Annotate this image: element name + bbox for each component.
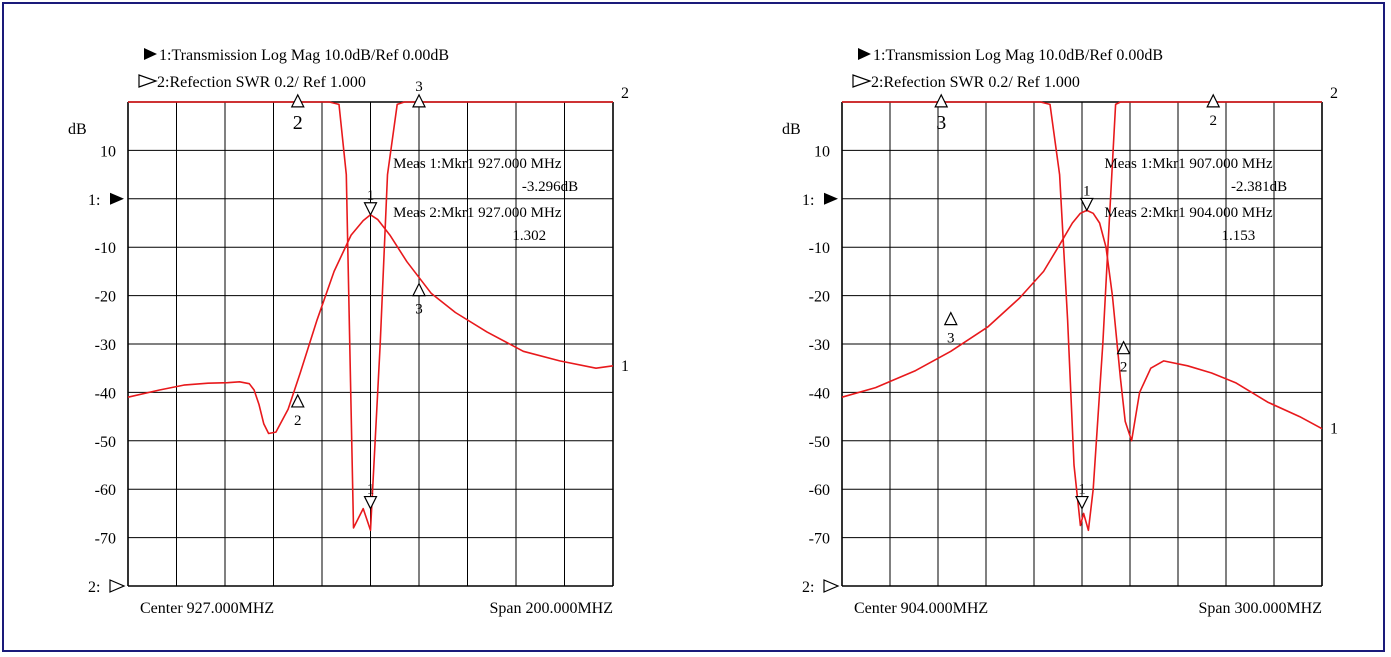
span-label: Span 300.000MHZ	[1198, 600, 1322, 617]
marker-triangle-icon	[1116, 340, 1131, 355]
trace1-header: 1:Transmission Log Mag 10.0dB/Ref 0.00dB	[159, 47, 449, 64]
marker-triangle-icon	[1075, 495, 1089, 510]
y-tick-label: -30	[809, 337, 830, 354]
trace-2-line	[128, 101, 613, 532]
y-tick-label: -70	[809, 531, 830, 548]
marker-triangle-icon	[943, 311, 958, 326]
trace-2-end-label: 2	[1330, 85, 1338, 102]
ref2-label: 2:	[88, 579, 100, 596]
y-tick-label: -60	[809, 482, 830, 499]
marker-triangle-icon	[412, 93, 426, 108]
marker-label: 2	[1209, 113, 1217, 129]
trace1-active-arrow-icon	[858, 48, 871, 60]
marker-triangle-icon	[363, 202, 378, 217]
trace-1-end-label: 1	[1330, 421, 1338, 438]
trace2-arrow-icon	[138, 74, 158, 88]
trace-2-end-label: 2	[621, 85, 629, 102]
marker-label: 2	[1120, 360, 1128, 376]
ref1-label: 1:	[88, 192, 100, 209]
ref2-arrow-icon	[109, 579, 126, 593]
meas1-label: Meas 1:Mkr1 927.000 MHz	[393, 156, 562, 172]
y-tick-label: -20	[95, 289, 116, 306]
ref1-arrow-icon	[110, 192, 124, 205]
trace-1-line	[841, 209, 1323, 442]
trace2-header: 2:Refection SWR 0.2/ Ref 1.000	[157, 74, 366, 91]
marker-label: 1	[367, 188, 375, 204]
ref2-arrow-icon	[823, 579, 840, 593]
trace2-header: 2:Refection SWR 0.2/ Ref 1.000	[871, 74, 1080, 91]
y-tick-label: 10	[100, 143, 116, 160]
meas2-label: Meas 2:Mkr1 927.000 MHz	[393, 205, 562, 221]
marker-triangle-icon	[934, 93, 949, 108]
trace-1-end-label: 1	[621, 358, 629, 375]
span-label: Span 200.000MHZ	[489, 600, 613, 617]
center-frequency-label: Center 904.000MHZ	[854, 600, 988, 617]
meas2-value: 1.153	[1221, 228, 1255, 244]
marker-triangle-icon	[1079, 197, 1094, 212]
y-axis-label: dB	[782, 121, 801, 138]
trace-1-line	[127, 214, 614, 435]
trace1-header: 1:Transmission Log Mag 10.0dB/Ref 0.00dB	[873, 47, 1163, 64]
marker-label: 1	[1078, 482, 1086, 498]
marker-triangle-icon	[1206, 93, 1221, 108]
marker-label: 3	[936, 112, 946, 134]
marker-triangle-icon	[290, 93, 305, 108]
meas1-value: -2.381dB	[1231, 179, 1287, 195]
y-tick-label: -20	[809, 289, 830, 306]
center-frequency-label: Center 927.000MHZ	[140, 600, 274, 617]
meas1-label: Meas 1:Mkr1 907.000 MHz	[1104, 156, 1273, 172]
y-tick-label: 10	[814, 143, 830, 160]
marker-label: 1	[367, 482, 375, 498]
marker-triangle-icon	[363, 495, 378, 510]
meas2-value: 1.302	[512, 228, 546, 244]
marker-label: 3	[947, 331, 955, 347]
trace-2-line	[842, 101, 1322, 532]
y-tick-label: -10	[95, 240, 116, 257]
ref1-label: 1:	[802, 192, 814, 209]
marker-triangle-icon	[412, 282, 426, 297]
meas2-label: Meas 2:Mkr1 904.000 MHz	[1104, 205, 1273, 221]
y-axis-label: dB	[68, 121, 87, 138]
meas1-value: -3.296dB	[522, 179, 578, 195]
y-tick-label: -40	[809, 385, 830, 402]
ref1-arrow-icon	[824, 192, 838, 205]
y-tick-label: -70	[95, 531, 116, 548]
trace1-active-arrow-icon	[144, 48, 157, 60]
y-tick-label: -30	[95, 337, 116, 354]
y-tick-label: -50	[809, 434, 830, 451]
y-tick-label: -50	[95, 434, 116, 451]
marker-triangle-icon	[290, 393, 305, 408]
trace2-arrow-icon	[852, 74, 872, 88]
marker-label: 3	[415, 79, 423, 95]
y-tick-label: -60	[95, 482, 116, 499]
ref2-label: 2:	[802, 579, 814, 596]
marker-label: 2	[293, 112, 303, 134]
y-tick-label: -10	[809, 240, 830, 257]
marker-label: 3	[415, 302, 423, 318]
y-tick-label: -40	[95, 385, 116, 402]
marker-label: 2	[294, 413, 302, 429]
marker-label: 1	[1083, 183, 1091, 199]
